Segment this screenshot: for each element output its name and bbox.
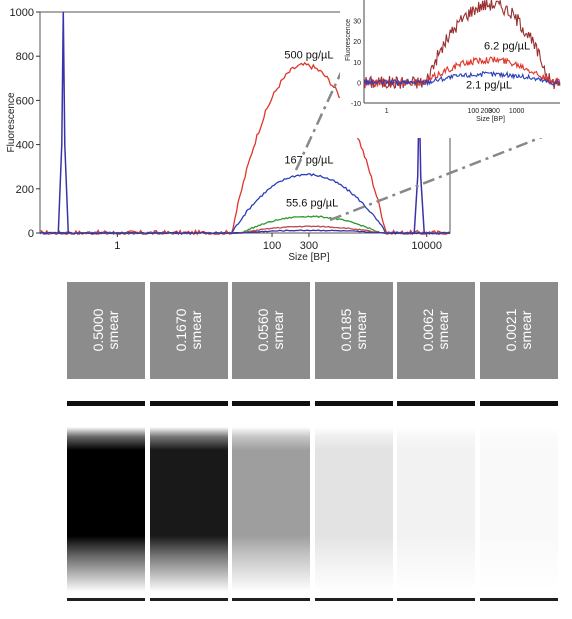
lane-label-text: 0.0560 smear (255, 308, 286, 352)
inset-y-axis-label: Fluorescence (345, 19, 352, 61)
x-tick-label: 10000 (411, 240, 442, 252)
smear-band (67, 427, 145, 592)
lane-label-text: 0.0021 smear (502, 308, 534, 352)
gel-lane-4: 0.0185 smear (314, 282, 393, 612)
inset-x-tick-label: 300 (488, 108, 500, 115)
gel-lane-3: 0.0560 smear (232, 282, 310, 612)
series-line-5 (39, 229, 451, 235)
smear-band (479, 427, 558, 592)
series-label-3: 55.6 pg/µL (286, 197, 338, 209)
upper-marker-band (67, 401, 145, 406)
lane-label: 0.0062 smear (397, 282, 475, 379)
inset-series-label-2: 2.1 pg/µL (466, 80, 512, 92)
inset-series-label-1: 6.2 pg/µL (484, 40, 530, 52)
y-tick-label: 1000 (10, 7, 34, 19)
inset-x-axis-label: Size [BP] (476, 116, 505, 123)
lane-label: 0.5000 smear (67, 282, 145, 379)
inset-background (340, 0, 572, 138)
y-tick-label: 200 (16, 184, 34, 196)
y-tick-label: 600 (16, 95, 34, 107)
lower-marker-band (232, 598, 310, 601)
lower-marker-band (149, 598, 228, 601)
x-tick-label: 1 (114, 240, 120, 252)
gel-lane-2: 0.1670 smear (149, 282, 228, 612)
upper-marker-band (397, 401, 475, 406)
y-axis-label: Fluorescence (6, 92, 17, 152)
lower-marker-band (479, 598, 558, 601)
upper-marker-band (149, 401, 228, 406)
smear-band (397, 427, 475, 592)
gel-image: 0.5000 smear 0.1670 smear 0.0560 smear 0.01… (0, 282, 572, 612)
smear-band (149, 427, 228, 592)
lower-marker-band (67, 598, 145, 601)
lower-marker-band (314, 598, 393, 601)
inset-series-line-1 (363, 0, 561, 90)
lane-label: 0.0185 smear (314, 282, 393, 379)
smear-band (232, 427, 310, 592)
upper-marker-band (232, 401, 310, 406)
inset-x-tick-label: 1 (385, 108, 389, 115)
gel-lane-5: 0.0062 smear (397, 282, 475, 612)
gel-lane-1: 0.5000 smear (67, 282, 145, 612)
lane-label: 0.0560 smear (232, 282, 310, 379)
gel-lane-6: 0.0021 smear (479, 282, 558, 612)
smear-band (314, 427, 393, 592)
x-tick-label: 300 (300, 240, 318, 252)
inset-x-tick-label: 1000 (509, 108, 525, 115)
series-label-2: 167 pg/µL (284, 154, 333, 166)
y-tick-label: 400 (16, 140, 34, 152)
y-tick-label: 0 (28, 228, 34, 240)
lane-label-text: 0.0185 smear (337, 308, 369, 352)
inset-x-tick-label: 200 (481, 108, 493, 115)
upper-marker-band (314, 401, 393, 406)
inset-y-tick-label: -10 (351, 101, 361, 108)
lane-label-text: 0.1670 smear (172, 308, 204, 352)
lane-label: 0.0021 smear (479, 282, 558, 379)
inset-x-tick-label: 100 (467, 108, 479, 115)
y-tick-label: 800 (16, 51, 34, 63)
series-line-2 (39, 173, 451, 235)
series-label-1: 500 pg/µL (284, 49, 333, 61)
series-line-3 (39, 215, 451, 235)
lower-marker-band (397, 598, 475, 601)
lane-label: 0.1670 smear (149, 282, 228, 379)
marker-peak-1 (57, 11, 70, 234)
inset-y-tick-label: 30 (353, 19, 361, 26)
inset-y-tick-label: 10 (353, 60, 361, 67)
inset-y-tick-label: 0 (357, 80, 361, 87)
x-tick-label: 100 (263, 240, 281, 252)
inset-series-line-3 (363, 70, 561, 87)
zoom-connector-lower (329, 128, 561, 222)
lane-label-text: 0.5000 smear (90, 308, 121, 352)
x-axis-label: Size [BP] (288, 252, 329, 263)
upper-marker-band (479, 401, 558, 406)
lane-label-text: 0.0062 smear (420, 308, 451, 352)
inset-y-tick-label: 20 (353, 39, 361, 46)
